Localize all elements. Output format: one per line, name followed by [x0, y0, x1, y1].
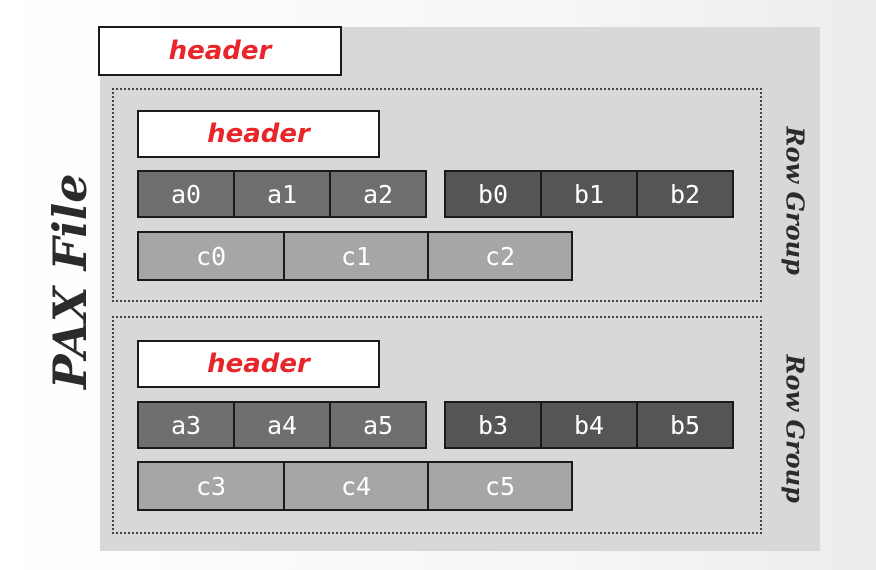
cell-c5: c5: [427, 461, 573, 511]
cell-c1: c1: [283, 231, 429, 281]
row-group-1: [112, 88, 762, 302]
cell-a3: a3: [137, 401, 235, 449]
pax-file-label: PAX File: [43, 173, 97, 389]
cell-a5: a5: [329, 401, 427, 449]
cell-b3: b3: [444, 401, 542, 449]
row-group-2-header: header: [137, 340, 380, 388]
cell-a2: a2: [329, 170, 427, 218]
cell-a4: a4: [233, 401, 331, 449]
cell-b0: b0: [444, 170, 542, 218]
cell-b4: b4: [540, 401, 638, 449]
row-group-2-label: Row Group: [780, 354, 810, 503]
cell-b5: b5: [636, 401, 734, 449]
cell-b2: b2: [636, 170, 734, 218]
row-group-2: [112, 316, 762, 534]
row-group-1-label: Row Group: [780, 126, 810, 275]
cell-a0: a0: [137, 170, 235, 218]
cell-c3: c3: [137, 461, 285, 511]
cell-b1: b1: [540, 170, 638, 218]
row-group-1-header: header: [137, 110, 380, 158]
file-header: header: [98, 26, 342, 76]
cell-c2: c2: [427, 231, 573, 281]
cell-c0: c0: [137, 231, 285, 281]
cell-a1: a1: [233, 170, 331, 218]
cell-c4: c4: [283, 461, 429, 511]
